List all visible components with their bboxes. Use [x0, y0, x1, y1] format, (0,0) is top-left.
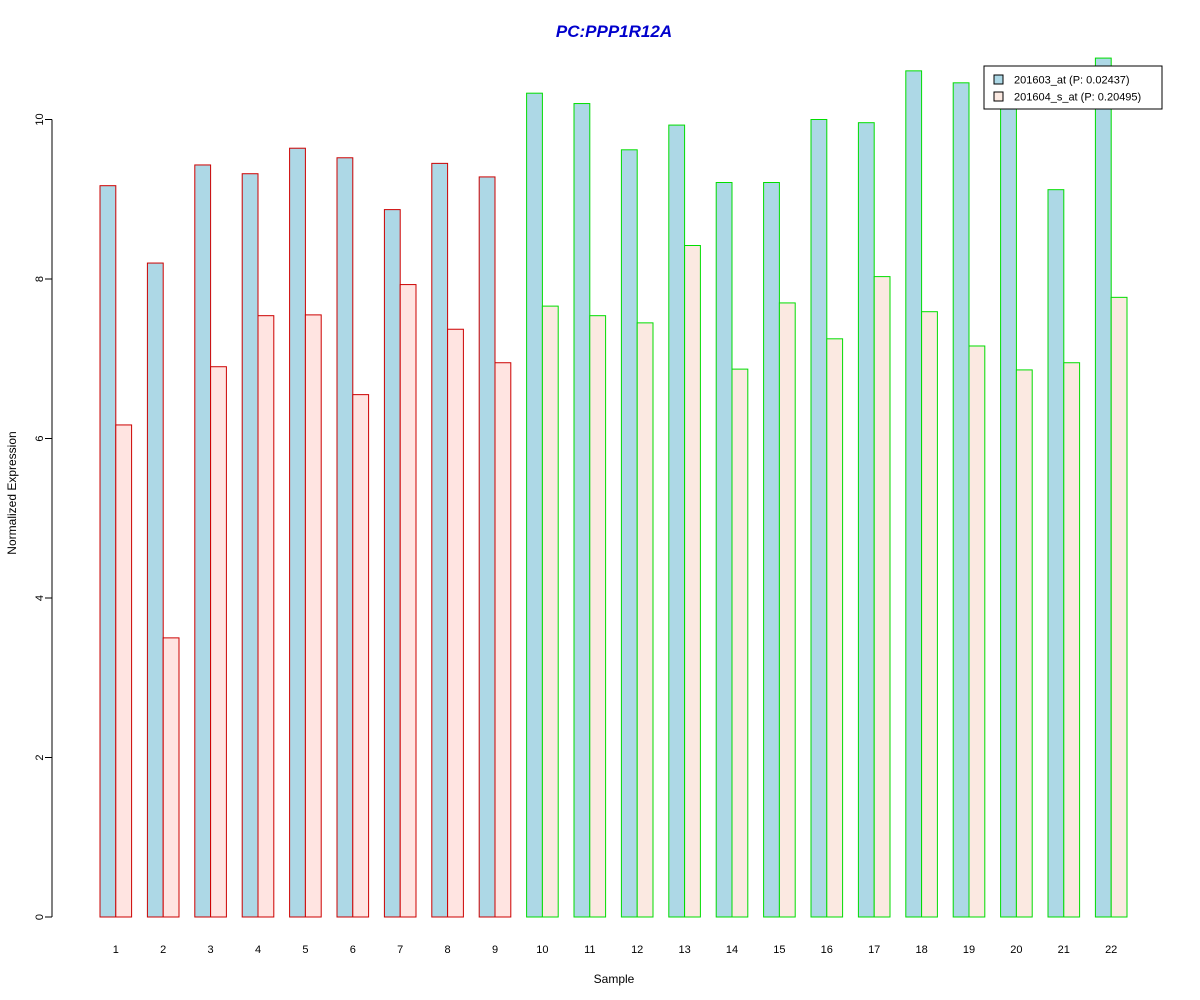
chart-title: PC:PPP1R12A	[556, 22, 672, 41]
bar-201603-at	[526, 92, 543, 918]
bar-201604-s-at	[494, 362, 512, 918]
bar-201603-at	[336, 157, 354, 918]
bar-201603-at	[905, 70, 923, 918]
legend-label: 201603_at (P: 0.02437)	[1014, 75, 1130, 87]
bar-201604-s-at	[1063, 362, 1081, 918]
bar-201603-at	[763, 182, 780, 918]
bar-201604-s-at	[352, 394, 370, 918]
bar-201604-s-at	[541, 305, 559, 918]
x-tick-label: 8	[445, 944, 451, 956]
x-tick-label: 18	[915, 944, 927, 956]
bars	[99, 57, 1128, 918]
y-tick-label: 6	[34, 435, 46, 441]
bar-201604-s-at	[304, 314, 322, 918]
x-tick-label: 13	[678, 944, 690, 956]
bar-201603-at	[573, 103, 591, 918]
bar-201603-at	[289, 147, 306, 918]
bar-201603-at	[478, 176, 496, 918]
y-tick-label: 10	[34, 113, 46, 125]
y-tick-label: 2	[34, 754, 46, 760]
bar-201604-s-at	[636, 322, 654, 918]
bar-201604-s-at	[447, 328, 464, 918]
x-tick-label: 17	[868, 944, 880, 956]
x-tick-label: 11	[584, 944, 595, 956]
bar-201604-s-at	[1015, 369, 1033, 918]
bar-201604-s-at	[399, 284, 417, 918]
x-tick-label: 22	[1105, 944, 1117, 956]
legend-swatch	[993, 91, 1004, 102]
x-tick-label: 21	[1058, 944, 1070, 956]
bar-201603-at	[620, 149, 638, 918]
x-tick-label: 19	[963, 944, 975, 956]
y-axis-label: Normalized Expression	[5, 431, 19, 554]
legend-box	[983, 65, 1163, 110]
y-tick-label: 0	[34, 914, 46, 920]
x-tick-label: 9	[492, 944, 498, 956]
bar-201603-at	[431, 162, 449, 918]
bar-201604-s-at	[115, 424, 133, 918]
bar-201604-s-at	[162, 637, 180, 918]
bar-201604-s-at	[1110, 296, 1128, 918]
legend: 201603_at (P: 0.02437) 201604_s_at (P: 0.…	[983, 65, 1163, 110]
bar-201604-s-at	[968, 345, 986, 918]
x-tick-labels: 1 2 3 4 5 6 7 8 9 10 11 12 13 14 15 16 17 18 19 20 21 22	[113, 944, 1118, 956]
x-tick-label: 14	[726, 944, 738, 956]
bar-201603-at	[99, 185, 117, 918]
bar-201604-s-at	[873, 276, 891, 918]
bar-201603-at	[146, 262, 164, 918]
bar-201603-at	[952, 82, 970, 918]
x-tick-label: 7	[397, 944, 403, 956]
bar-201603-at	[715, 182, 733, 918]
x-tick-label: 10	[536, 944, 548, 956]
y-axis: 0 2 4 6 8 10	[34, 113, 53, 920]
bar-201603-at	[241, 173, 259, 918]
bar-201603-at	[1000, 97, 1017, 918]
x-tick-label: 1	[113, 944, 119, 956]
bar-201603-at	[1094, 57, 1112, 918]
bar-201603-at	[194, 164, 212, 918]
bar-201604-s-at	[778, 302, 796, 918]
legend-swatch	[993, 74, 1004, 85]
y-tick-label: 8	[34, 276, 46, 282]
x-tick-label: 4	[255, 944, 261, 956]
x-tick-label: 6	[350, 944, 356, 956]
bar-201604-s-at	[731, 368, 749, 918]
bar-201604-s-at	[921, 311, 938, 918]
bar-201603-at	[668, 124, 686, 918]
bar-201603-at	[810, 119, 828, 918]
x-tick-label: 20	[1010, 944, 1022, 956]
bar-201604-s-at	[589, 315, 607, 918]
y-tick-label: 4	[34, 595, 46, 601]
bar-201603-at	[1047, 189, 1065, 918]
x-tick-label: 12	[631, 944, 643, 956]
x-tick-label: 16	[821, 944, 833, 956]
x-tick-label: 5	[302, 944, 308, 956]
bar-201604-s-at	[257, 315, 275, 918]
legend-label: 201604_s_at (P: 0.20495)	[1014, 92, 1141, 104]
x-tick-label: 3	[208, 944, 214, 956]
bar-201603-at	[857, 122, 875, 918]
x-axis-label: Sample	[594, 972, 635, 986]
bar-201603-at	[383, 209, 401, 918]
x-tick-label: 2	[160, 944, 166, 956]
bar-201604-s-at	[210, 366, 227, 918]
bar-201604-s-at	[826, 338, 844, 918]
x-tick-label: 15	[773, 944, 785, 956]
bar-201604-s-at	[684, 245, 701, 918]
